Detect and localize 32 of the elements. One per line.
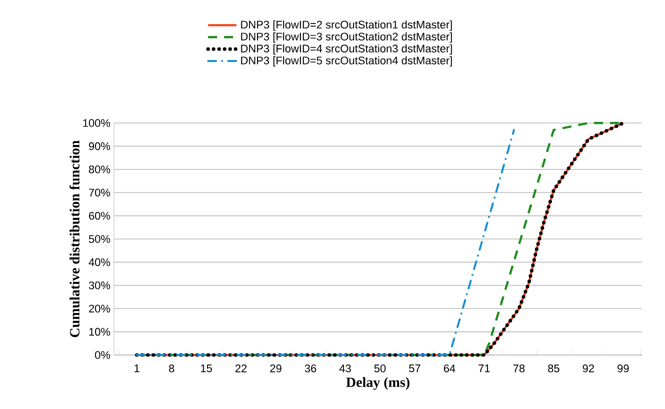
y-tick-label: 50% (88, 235, 110, 243)
legend-label: DNP3 [FlowID=3 srcOutStation2 dstMaster] (241, 32, 452, 43)
y-tick-label: 0% (95, 351, 110, 359)
x-tick-label: 85 (548, 364, 560, 372)
y-tick-label: 30% (88, 282, 110, 290)
x-tick-label: 1 (134, 364, 140, 372)
y-tick-label: 60% (89, 212, 110, 220)
x-tick-label: 64 (444, 364, 456, 372)
y-tick-label: 70% (89, 188, 110, 196)
y-tick-label: 100% (83, 119, 110, 127)
x-tick-label: 78 (513, 364, 525, 372)
x-tick-label: 57 (409, 364, 420, 372)
x-tick-label: 22 (235, 364, 247, 372)
legend-label: DNP3 [FlowID=4 srcOutStation3 dstMaster] (241, 44, 452, 55)
legend-label: DNP3 [FlowID=2 srcOutStation1 dstMaster] (241, 20, 452, 31)
x-tick-label: 92 (582, 364, 594, 372)
x-axis-title: Delay (ms) (346, 377, 410, 390)
x-tick-label: 50 (374, 364, 386, 372)
y-tick-label: 10% (89, 328, 110, 336)
y-tick-label: 20% (89, 304, 110, 312)
x-tick-label: 8 (168, 364, 174, 372)
x-tick-label: 43 (339, 364, 351, 372)
y-axis-title: Cumulative distribution function (69, 140, 80, 338)
x-tick-label: 99 (618, 364, 629, 372)
y-tick-label: 90% (88, 142, 110, 150)
y-tick-label: 80% (88, 165, 110, 174)
x-tick-label: 29 (270, 364, 282, 372)
legend-label: DNP3 [FlowID=5 srcOutStation4 dstMaster] (241, 56, 452, 67)
x-tick-label: 71 (478, 364, 490, 372)
x-tick-label: 15 (201, 364, 212, 372)
y-tick-label: 40% (88, 258, 110, 266)
x-tick-label: 36 (304, 364, 316, 372)
